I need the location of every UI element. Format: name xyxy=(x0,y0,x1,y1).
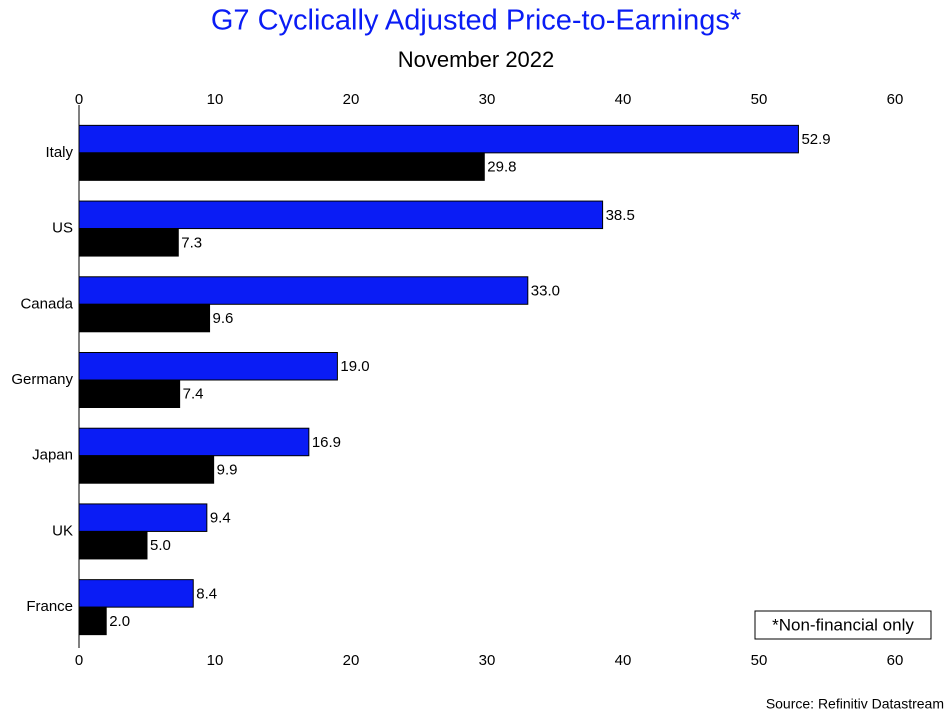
x-tick-label-top: 0 xyxy=(75,91,83,108)
value-label: 33.0 xyxy=(531,283,560,300)
x-tick-label-top: 50 xyxy=(751,91,768,108)
x-tick-label-bottom: 10 xyxy=(207,652,224,669)
y-tick-label: Italy xyxy=(45,144,73,161)
bar xyxy=(78,606,107,636)
y-tick-label: Canada xyxy=(20,295,73,312)
x-tick-label-bottom: 60 xyxy=(887,652,904,669)
y-tick-label: Germany xyxy=(11,371,73,388)
bar xyxy=(78,530,148,560)
x-tick-label-bottom: 30 xyxy=(479,652,496,669)
value-label: 16.9 xyxy=(312,434,341,451)
source: Source: Refinitiv Datastream xyxy=(766,696,944,712)
bar xyxy=(78,303,211,333)
x-tick-label-bottom: 20 xyxy=(343,652,360,669)
value-label: 38.5 xyxy=(606,207,635,224)
x-tick-label-top: 60 xyxy=(887,91,904,108)
bar xyxy=(78,455,215,484)
bar xyxy=(78,200,604,230)
y-tick-label: France xyxy=(26,598,73,615)
bar xyxy=(78,379,181,408)
x-tick-label-bottom: 50 xyxy=(751,652,768,669)
annotation: *Non-financial only xyxy=(772,615,914,634)
value-label: 5.0 xyxy=(150,537,171,554)
value-label: 29.8 xyxy=(487,159,516,176)
value-label: 19.0 xyxy=(340,358,369,375)
x-tick-label-bottom: 0 xyxy=(75,652,83,669)
bar xyxy=(78,228,179,257)
value-label: 7.4 xyxy=(183,386,204,403)
bar xyxy=(78,124,799,154)
chart-title: G7 Cyclically Adjusted Price-to-Earnings… xyxy=(211,5,741,37)
annotation-box xyxy=(754,610,932,640)
value-label: 7.3 xyxy=(181,234,202,251)
value-label: 9.4 xyxy=(210,510,231,527)
chart-subtitle: November 2022 xyxy=(398,47,555,72)
bar xyxy=(78,352,338,381)
x-tick-label-bottom: 40 xyxy=(615,652,632,669)
bar xyxy=(78,427,310,457)
bar xyxy=(78,503,208,532)
x-tick-label-top: 40 xyxy=(615,91,632,108)
bar xyxy=(78,152,485,181)
y-tick-label: UK xyxy=(52,522,73,539)
bar xyxy=(78,276,529,305)
value-label: 8.4 xyxy=(196,585,217,602)
x-tick-label-top: 20 xyxy=(343,91,360,108)
value-label: 52.9 xyxy=(801,131,830,148)
x-tick-label-top: 30 xyxy=(479,91,496,108)
value-label: 9.6 xyxy=(213,310,234,327)
x-tick-label-top: 10 xyxy=(207,91,224,108)
bar xyxy=(78,579,194,608)
value-label: 2.0 xyxy=(109,613,130,630)
value-label: 9.9 xyxy=(217,461,238,478)
y-tick-label: Japan xyxy=(32,447,73,464)
y-tick-label: US xyxy=(52,220,73,237)
